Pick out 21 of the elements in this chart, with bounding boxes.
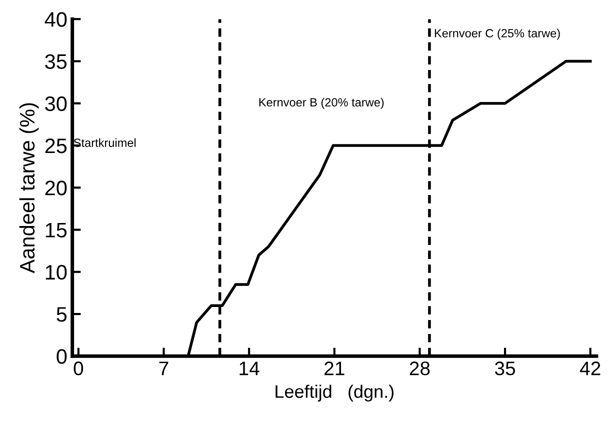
y-tick-label: 20: [45, 180, 67, 196]
x-tick-label: 35: [494, 362, 516, 376]
x-tick-label: 0: [74, 362, 84, 376]
annotation: Kernvoer B (20% tarwe): [259, 98, 384, 109]
y-tick-label: 15: [46, 222, 67, 238]
x-tick-label: 21: [324, 362, 344, 376]
y-tick-label: 0: [56, 349, 67, 364]
x-tick-label: 14: [240, 362, 260, 376]
y-axis-title: Aandeel tarwe (%): [19, 103, 39, 274]
x-tick-label: 7: [159, 362, 168, 376]
y-tick-label: 10: [46, 264, 67, 280]
y-tick-label: 5: [56, 307, 67, 322]
y-tick-label: 35: [45, 54, 67, 69]
annotation: Startkruimel: [74, 138, 136, 147]
y-tick-label: 25: [45, 138, 67, 154]
annotation: Kernvoer C (25% tarwe): [434, 28, 560, 40]
x-tick-label: 42: [580, 362, 600, 376]
y-tick-label: 40: [44, 12, 67, 27]
x-axis-title: Leeftijd (dgn.): [276, 384, 394, 402]
x-tick-label: 28: [410, 362, 430, 376]
y-tick-label: 30: [45, 96, 67, 112]
